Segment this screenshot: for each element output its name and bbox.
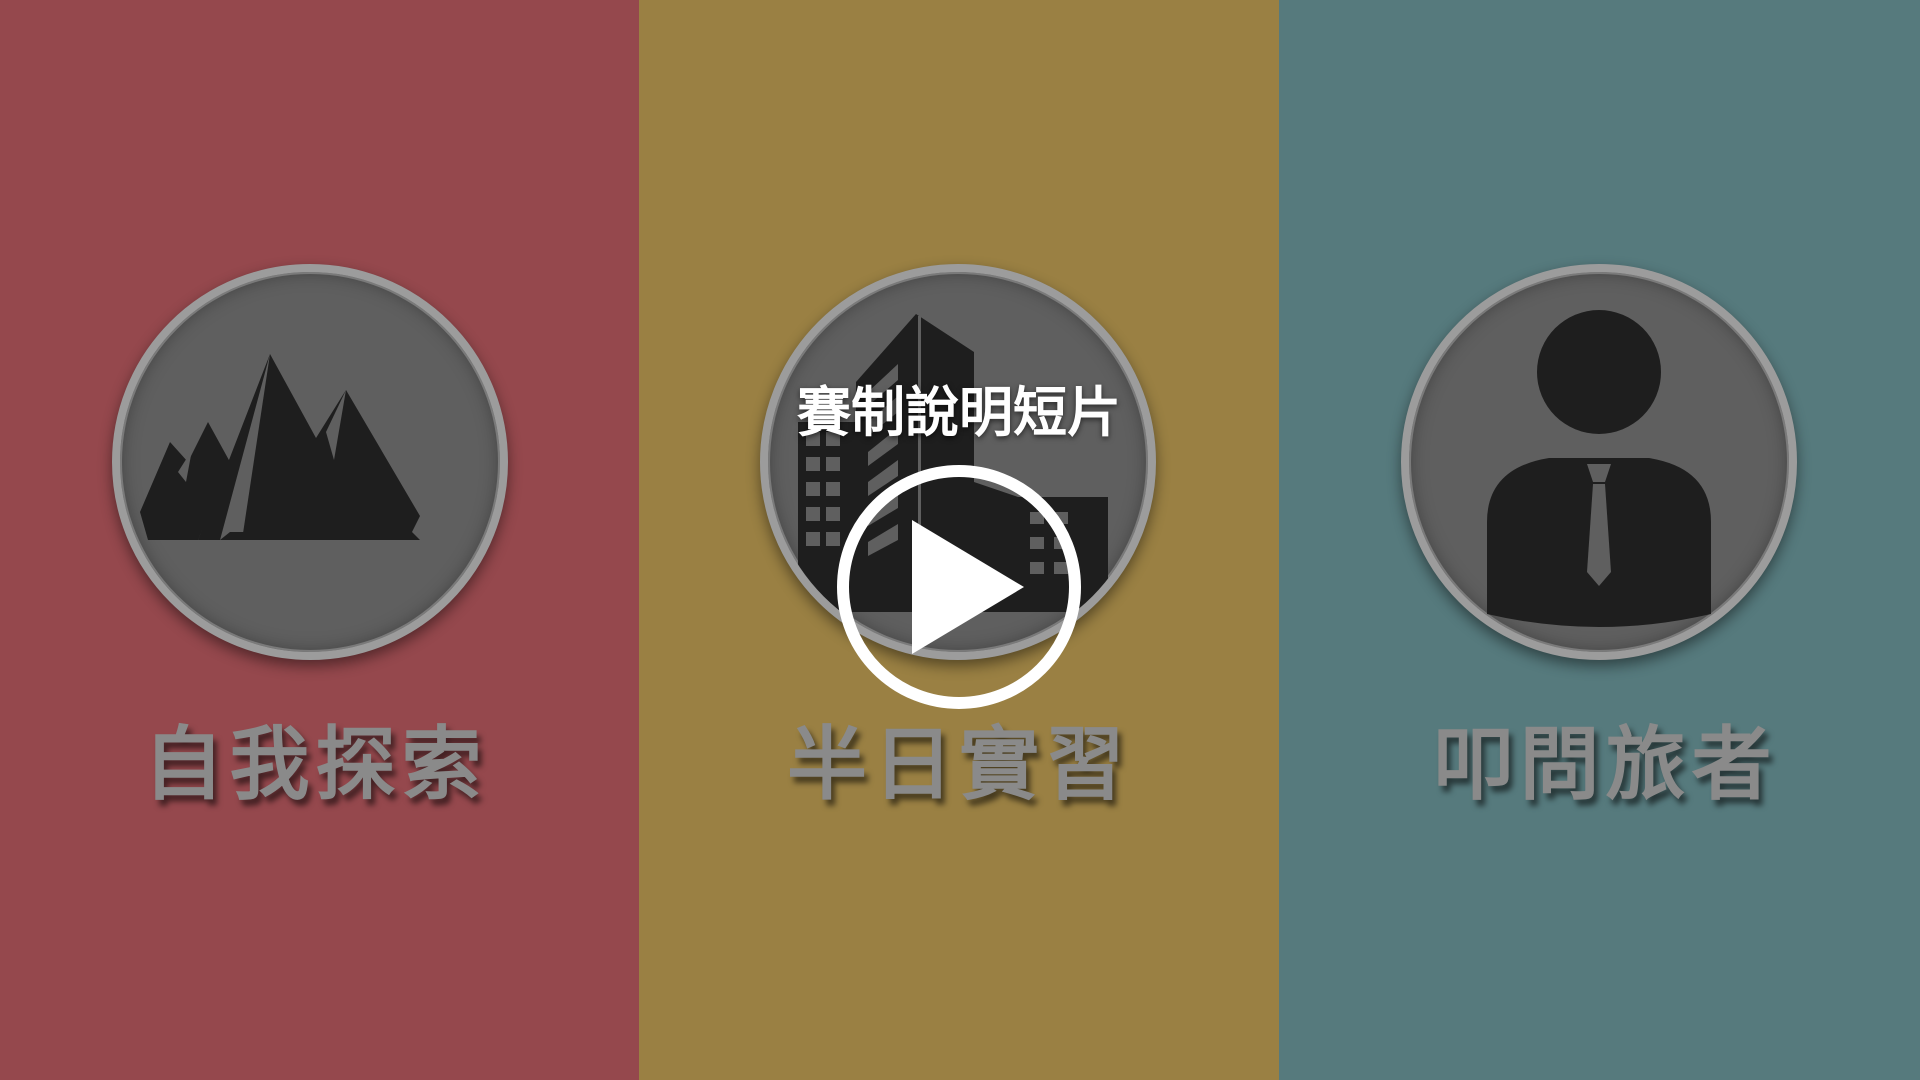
- panel-half-day-internship: 半日實習: [639, 0, 1279, 1080]
- building-icon: [760, 264, 1156, 660]
- video-title: 賽制說明短片: [797, 381, 1121, 444]
- play-button[interactable]: [834, 462, 1084, 712]
- panel-ask-travelers: 叩問旅者: [1279, 0, 1920, 1080]
- panel-label: 半日實習: [787, 718, 1131, 811]
- businessman-icon: [1401, 264, 1797, 660]
- panel-label: 自我探索: [143, 718, 488, 811]
- panel-self-exploration: 自我探索: [0, 0, 639, 1080]
- panel-label: 叩問旅者: [1433, 718, 1778, 811]
- play-icon: [837, 465, 1081, 709]
- mountain-icon: [112, 264, 508, 660]
